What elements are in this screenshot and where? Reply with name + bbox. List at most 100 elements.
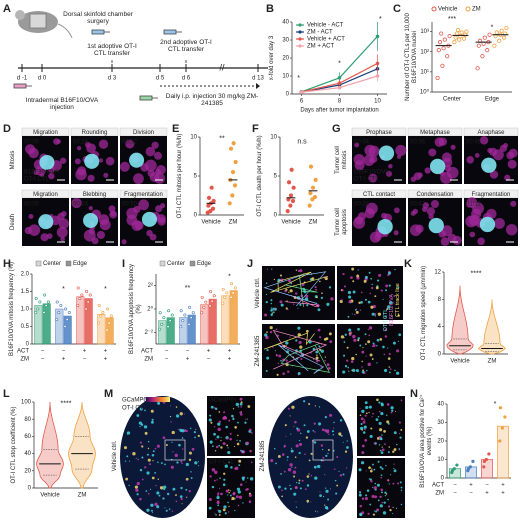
sign-label: + (228, 357, 232, 363)
data-point (181, 319, 185, 323)
signal-dot (144, 431, 148, 435)
signal-dot (368, 326, 373, 330)
ctl-cell (481, 157, 497, 173)
signal-dot (294, 466, 297, 469)
signal-dot (171, 510, 174, 512)
signal-dot (364, 414, 367, 417)
signal-dot (365, 412, 368, 415)
signal-dot (295, 292, 298, 295)
tumor-cell (28, 214, 34, 220)
row-label: ZM (20, 357, 29, 363)
signal-dot (227, 501, 229, 504)
signal-dot (296, 481, 298, 484)
tumor-cell (396, 154, 402, 159)
signal-dot (393, 469, 397, 473)
tumor-cell (160, 203, 166, 209)
signal-dot (388, 371, 391, 374)
row-label: Tumor cell apoptosis (335, 208, 348, 236)
signal-dot (213, 407, 216, 409)
tumor-cell (103, 172, 109, 178)
signal-dot (376, 362, 378, 364)
signal-dot (364, 428, 366, 431)
signal-dot (369, 503, 372, 506)
signal-dot (384, 443, 386, 446)
time-stamp: 00:50 (122, 202, 138, 208)
sign-label: − (62, 349, 66, 355)
signal-dot (380, 476, 382, 479)
data-point (202, 305, 206, 309)
data-point (212, 294, 216, 298)
signal-dot (324, 505, 329, 510)
condition-label: ZM-241385 (259, 440, 266, 472)
signal-dot (371, 312, 375, 316)
signal-dot (325, 489, 329, 493)
row-label: ACT (141, 349, 153, 355)
signal-dot (175, 406, 178, 408)
x-tick-label: Edge (485, 97, 500, 103)
y-tick-label: 0 (274, 213, 278, 219)
signal-dot (397, 340, 399, 342)
signal-dot (314, 405, 316, 407)
signal-dot (386, 403, 390, 406)
y-axis-title: Number of OT-I CTLs per 10,000 B16F10/OV… (405, 13, 418, 101)
signal-dot (397, 482, 400, 485)
data-point (65, 317, 69, 321)
data-point (435, 75, 440, 81)
signal-dot (374, 495, 378, 499)
timeline-step-box: Daily i.p. injection 30 mg/kg ZM-241385 (166, 93, 258, 107)
tumor-cell (369, 158, 374, 163)
signal-dot (226, 437, 229, 440)
data-point (233, 159, 238, 165)
bar (63, 315, 72, 345)
signal-dot (290, 447, 293, 449)
signal-dot (303, 400, 306, 403)
data-point (312, 194, 318, 200)
data-point (189, 316, 193, 320)
day-label: d -1 (17, 76, 28, 82)
y-tick-label: 2.0 (21, 272, 30, 278)
signal-dot (306, 475, 310, 478)
signal-dot (277, 455, 281, 458)
signal-dot (171, 441, 173, 443)
row-label: ZM (435, 491, 444, 497)
signal-dot (298, 442, 303, 446)
legend-label: ZM + ACT (307, 44, 335, 50)
signal-dot (298, 439, 301, 442)
signal-dot (144, 409, 146, 412)
signal-dot (361, 444, 365, 448)
data-point (471, 459, 475, 463)
time-stamp: 00:26 (73, 140, 89, 146)
signal-dot (270, 459, 274, 463)
signal-dot (296, 427, 299, 430)
tumor-cell (424, 167, 431, 174)
data-point (498, 406, 503, 410)
signal-dot (369, 434, 373, 438)
signal-dot (363, 425, 367, 429)
data-point (167, 309, 171, 313)
legend-label: Vehicle + ACT (307, 37, 345, 43)
signal-dot (384, 495, 387, 497)
y-tick-label: 20 (437, 439, 444, 445)
signal-dot (275, 328, 278, 331)
signal-dot (333, 421, 335, 424)
data-point (187, 322, 191, 326)
signal-dot (312, 347, 316, 351)
signal-dot (376, 508, 380, 512)
y-axis-title-box: x-fold over day 3 (269, 36, 275, 80)
ctl-cell (38, 214, 54, 230)
roi-box (164, 439, 186, 461)
data-point (200, 311, 204, 315)
signal-dot (247, 405, 251, 408)
tumor-cell (119, 161, 130, 172)
data-point (97, 321, 101, 325)
signal-dot (297, 307, 299, 309)
signal-dot (154, 502, 158, 507)
signal-dot (186, 496, 188, 498)
signal-dot (345, 467, 348, 469)
timeline-step-box: Dorsal skinfold chamber surgery (63, 11, 133, 25)
signal-dot (220, 436, 222, 439)
signal-dot (327, 448, 330, 451)
signal-dot (333, 468, 336, 470)
signal-dot (217, 422, 221, 426)
signal-dot (390, 406, 394, 410)
